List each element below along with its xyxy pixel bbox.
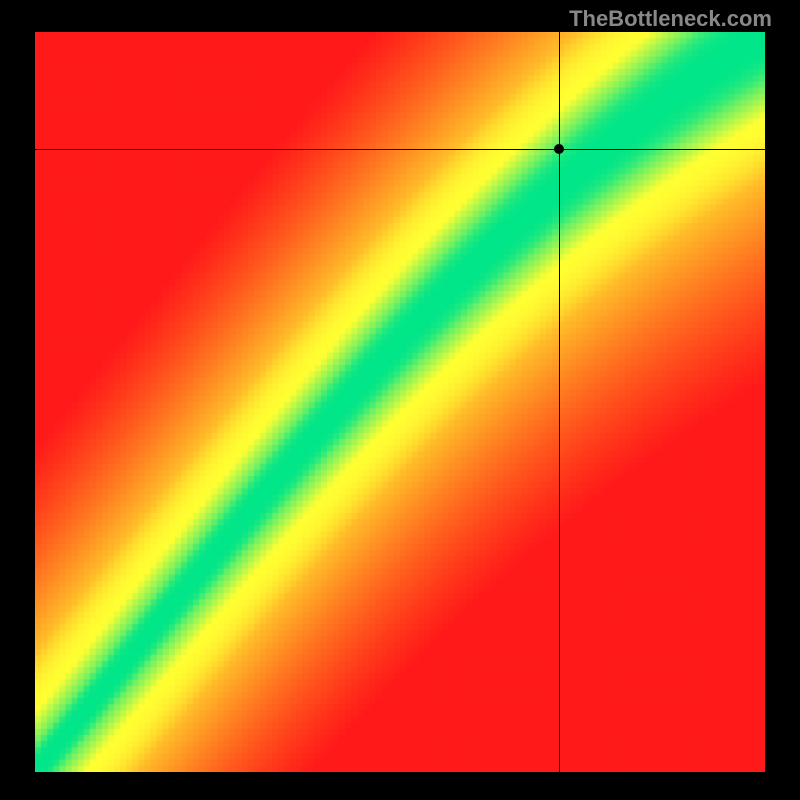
watermark-text: TheBottleneck.com <box>569 6 772 32</box>
bottleneck-heatmap <box>35 32 765 772</box>
heatmap-canvas <box>35 32 765 772</box>
crosshair-dot <box>554 144 564 154</box>
crosshair-horizontal <box>35 149 765 150</box>
